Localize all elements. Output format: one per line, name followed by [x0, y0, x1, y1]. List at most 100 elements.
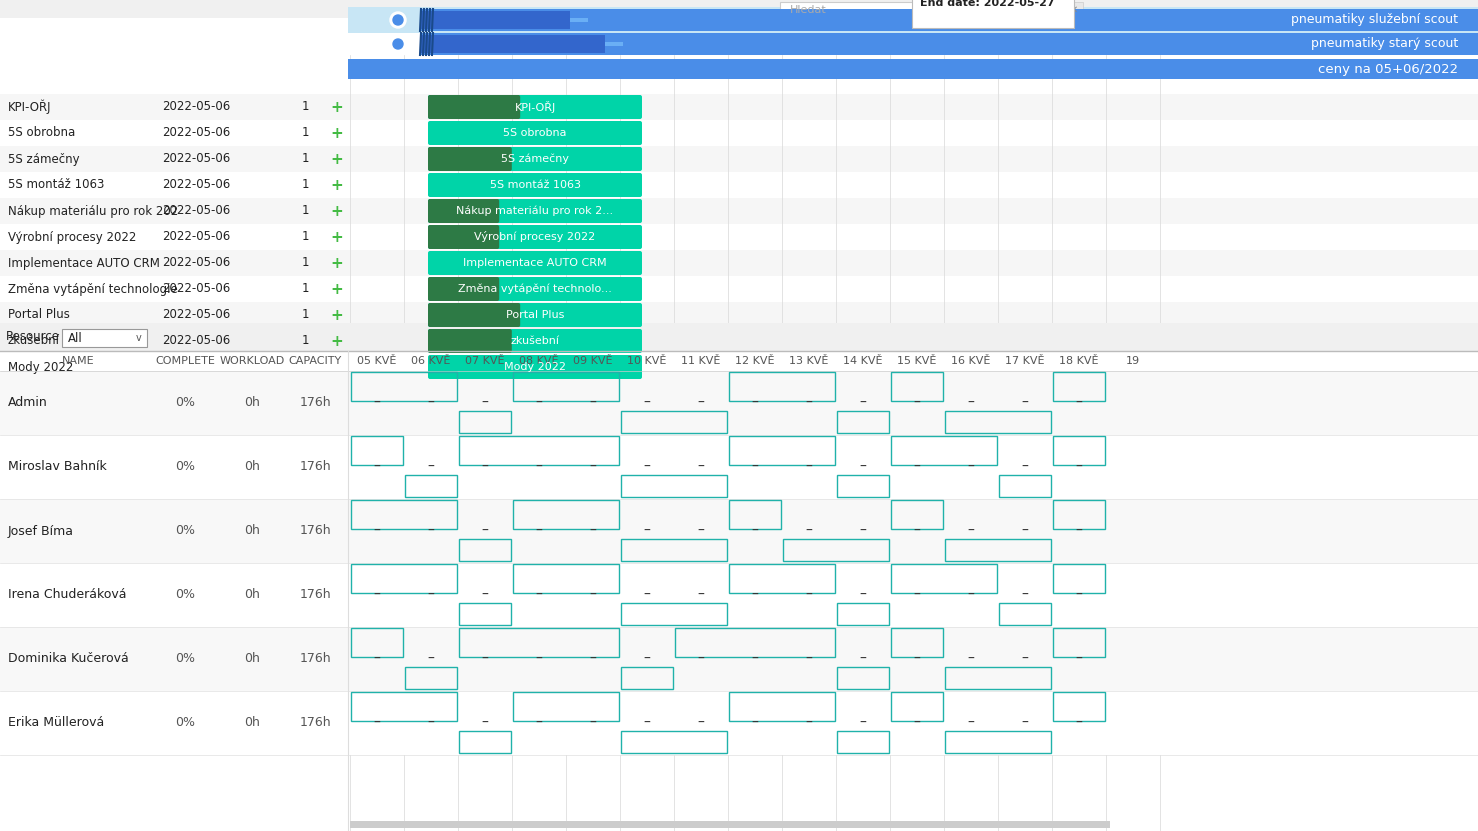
Text: –: – [860, 396, 866, 410]
Circle shape [393, 39, 403, 49]
FancyBboxPatch shape [429, 95, 641, 119]
Bar [1066, 2, 1083, 18]
Text: –: – [427, 460, 435, 474]
Text: –: – [751, 524, 758, 538]
Text: 0%: 0% [174, 588, 195, 602]
Bar [621, 538, 727, 561]
FancyBboxPatch shape [429, 329, 641, 353]
Text: 14 KVĚ: 14 KVĚ [844, 356, 882, 366]
Text: –: – [643, 396, 650, 410]
Bar [621, 411, 727, 433]
Text: 176h: 176h [299, 396, 331, 410]
Text: –: – [751, 460, 758, 474]
Circle shape [390, 12, 406, 28]
Text: +: + [330, 255, 343, 271]
FancyBboxPatch shape [429, 199, 641, 223]
Text: KPI-OŘJ: KPI-OŘJ [7, 100, 52, 114]
Text: –: – [590, 588, 597, 602]
Text: 0h: 0h [244, 716, 260, 730]
Circle shape [393, 15, 403, 25]
Text: –: – [698, 460, 705, 474]
Bar [621, 730, 727, 753]
Text: –: – [374, 588, 380, 602]
Bar [460, 436, 619, 465]
Text: 176h: 176h [299, 652, 331, 666]
Text: Výrobní procesy 2022: Výrobní procesy 2022 [7, 230, 136, 243]
Text: –: – [806, 524, 813, 538]
Text: 13 KVĚ: 13 KVĚ [789, 356, 829, 366]
Bar [0, 94, 1478, 120]
Text: –: – [1021, 588, 1029, 602]
Text: –: – [374, 460, 380, 474]
Text: –: – [913, 460, 921, 474]
Text: +: + [330, 125, 343, 140]
Text: 0%: 0% [174, 460, 195, 474]
Bar [62, 329, 146, 347]
Bar [0, 328, 1478, 354]
Text: –: – [1021, 460, 1029, 474]
FancyBboxPatch shape [429, 303, 641, 327]
Text: NAME: NAME [62, 356, 95, 366]
Text: Erika Müllerová: Erika Müllerová [7, 716, 105, 730]
Bar [0, 627, 1478, 691]
Text: zkušební: zkušební [510, 336, 560, 346]
Text: 07 KVĚ: 07 KVĚ [466, 356, 505, 366]
Text: 2022-05-06: 2022-05-06 [163, 335, 231, 347]
Bar [513, 500, 619, 529]
Bar [513, 564, 619, 593]
Text: –: – [482, 652, 488, 666]
Text: –: – [482, 588, 488, 602]
Text: –: – [968, 716, 974, 730]
Text: –: – [1076, 460, 1082, 474]
Bar [621, 602, 727, 625]
Text: –: – [643, 460, 650, 474]
Text: –: – [860, 716, 866, 730]
Text: 1: 1 [302, 126, 309, 140]
Bar [729, 564, 835, 593]
Text: 2022-05-06: 2022-05-06 [163, 153, 231, 165]
Bar [0, 198, 1478, 224]
Text: 5S zámečny: 5S zámečny [501, 154, 569, 165]
Bar [837, 475, 888, 497]
Bar [0, 691, 1478, 755]
Text: 1: 1 [302, 230, 309, 243]
Bar [0, 250, 1478, 276]
Text: –: – [427, 588, 435, 602]
Text: 1: 1 [302, 335, 309, 347]
Bar [571, 18, 588, 22]
Text: –: – [374, 396, 380, 410]
Text: –: – [698, 716, 705, 730]
Bar [460, 730, 511, 753]
Text: 08 KVĚ: 08 KVĚ [519, 356, 559, 366]
Text: 1: 1 [302, 257, 309, 269]
Text: Změna vytápění technolo...: Změna vytápění technolo... [458, 283, 612, 294]
Bar [513, 372, 619, 401]
Bar [0, 371, 1478, 435]
Text: –: – [482, 524, 488, 538]
Bar [0, 499, 1478, 563]
Text: 2022-05-06: 2022-05-06 [163, 126, 231, 140]
Bar [0, 120, 1478, 146]
Bar [0, 323, 1478, 351]
Text: +: + [330, 307, 343, 322]
Text: +: + [330, 204, 343, 219]
Text: pneumatiky služební scout: pneumatiky služební scout [1290, 13, 1457, 27]
Text: 09 KVĚ: 09 KVĚ [573, 356, 613, 366]
Bar [891, 692, 943, 720]
Text: –: – [860, 460, 866, 474]
Text: 5S zámečny: 5S zámečny [7, 153, 80, 165]
Bar [460, 628, 619, 656]
Bar [0, 563, 1478, 627]
Bar [944, 411, 1051, 433]
Text: 1: 1 [302, 204, 309, 218]
Text: –: – [590, 460, 597, 474]
Bar [350, 372, 457, 401]
Text: 176h: 176h [299, 588, 331, 602]
Text: ✕: ✕ [1070, 5, 1077, 15]
Bar [621, 666, 672, 689]
Text: 176h: 176h [299, 716, 331, 730]
Text: –: – [427, 524, 435, 538]
Bar [0, 351, 1478, 371]
Text: –: – [1021, 652, 1029, 666]
Bar [621, 475, 727, 497]
